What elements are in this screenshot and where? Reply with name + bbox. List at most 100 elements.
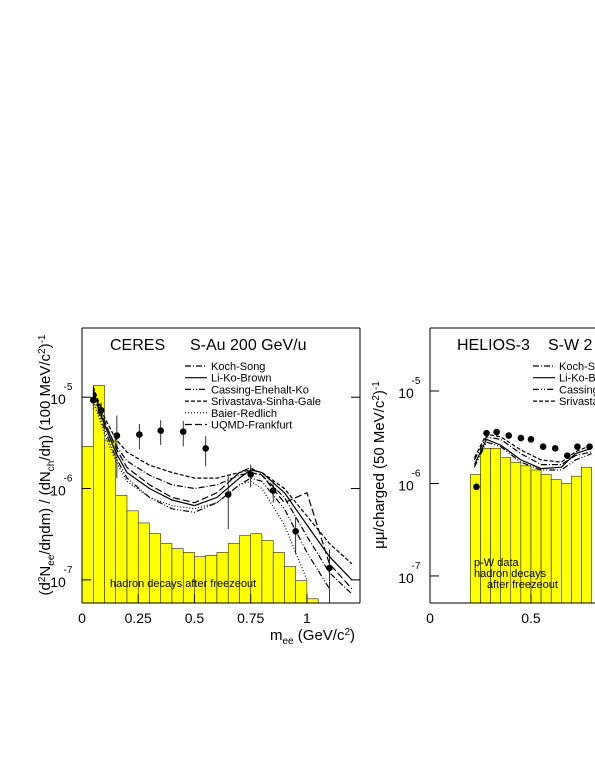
histogram-bar [295, 580, 308, 603]
histogram-bar [561, 483, 572, 603]
label-part: (GeV/c [294, 627, 345, 644]
data-point [202, 445, 210, 452]
label-part: /dη) (100 MeV/c [37, 353, 54, 460]
legend-label: Li-Ko-Brown [211, 373, 272, 385]
label-part: m [270, 627, 283, 644]
data-point [505, 432, 513, 439]
histogram-bar [261, 540, 274, 603]
label-part: ee [283, 636, 295, 647]
y-tick-exponent: -5 [412, 376, 421, 387]
histogram-bar [284, 566, 296, 603]
label-part: ) [371, 390, 388, 395]
label-part: -1 [37, 334, 48, 343]
data-point [224, 491, 232, 498]
panel-title: CERES [110, 337, 165, 354]
label-part: ee [46, 554, 57, 566]
plot-area [82, 385, 333, 603]
model-curve [473, 436, 592, 466]
panel-subtitle: S-W 2 [548, 337, 593, 354]
legend-label: UQMD-Frankfurt [211, 420, 292, 432]
histogram-bar [470, 474, 481, 603]
plot-area [470, 428, 593, 603]
y-tick-label: 10 [50, 483, 66, 499]
model-curve [92, 389, 353, 581]
y-tick-label: 10 [398, 385, 414, 401]
model-curve [473, 433, 592, 463]
histogram-bar [571, 475, 582, 603]
histogram-bar [581, 466, 592, 603]
label-part: μμ/charged (50 MeV/c [371, 400, 388, 549]
histogram-bar [306, 598, 319, 603]
data-point [473, 483, 480, 491]
label-part: ) [37, 343, 54, 348]
model-curve [473, 438, 592, 470]
model-curve [92, 401, 308, 581]
legend-label: Cassing [559, 384, 595, 396]
histogram-bar [149, 533, 161, 603]
x-tick-label: 0.5 [185, 610, 205, 626]
x-tick-label: 0.25 [125, 610, 152, 626]
x-tick-label: 0.75 [237, 610, 264, 626]
model-curve [92, 389, 353, 590]
histogram-bar [137, 522, 150, 603]
annotation: hadron decays [474, 568, 547, 580]
annotation: after freezeout [487, 579, 558, 591]
data-point [574, 443, 581, 450]
y-tick-label: 10 [398, 570, 414, 586]
data-point [136, 431, 143, 438]
legend-label: Li-Ko-B [559, 373, 595, 385]
y-tick-label: 10 [398, 477, 414, 493]
label-part: -1 [371, 381, 382, 390]
panel-title: HELIOS-3 [457, 337, 530, 354]
panel-subtitle: S-Au 200 GeV/u [190, 337, 307, 354]
data-point [292, 528, 299, 535]
annotation: hadron decays after freezeout [110, 578, 256, 590]
legend-label: Koch-Song [211, 361, 265, 373]
x-tick-label: 0.5 [521, 610, 541, 626]
data-point [551, 445, 559, 452]
x-tick-label: 1 [303, 610, 311, 626]
y-tick-exponent: -7 [412, 561, 421, 572]
annotation: p-W data [474, 557, 520, 569]
y-tick-label: 10 [50, 574, 66, 590]
data-point [179, 428, 187, 435]
label-part: ch [46, 461, 57, 472]
label-part: ) [350, 627, 355, 644]
y-tick-exponent: -5 [64, 382, 73, 393]
data-point [564, 452, 571, 459]
data-point [483, 429, 490, 437]
data-point [539, 443, 547, 450]
y-tick-label: 10 [50, 391, 66, 407]
label-part: 2 [37, 348, 48, 354]
histogram-bar [239, 535, 251, 603]
y-axis-label: μμ/charged (50 MeV/c2)-1 [371, 381, 388, 549]
data-point [493, 428, 500, 436]
histogram-bar [171, 548, 184, 603]
y-tick-exponent: -7 [64, 565, 73, 576]
data-point [517, 434, 525, 442]
data-point [527, 436, 535, 443]
y-tick-exponent: -6 [412, 468, 421, 479]
y-tick-exponent: -6 [64, 474, 73, 485]
label-part: /dηdm) / (dN [37, 471, 54, 554]
label-part: N [37, 566, 54, 577]
x-tick-label: 0 [426, 610, 434, 626]
x-axis-label: mee (GeV/c2) [270, 627, 355, 647]
model-curve [473, 441, 592, 471]
histogram-bar [250, 533, 263, 603]
legend-label: Koch-S [559, 361, 595, 373]
legend-label: Baier-Redlich [211, 408, 277, 420]
histogram-bar [227, 543, 240, 603]
histogram-bar [160, 543, 173, 603]
legend-label: Cassing-Ehehalt-Ko [211, 384, 309, 396]
model-curve [92, 386, 353, 565]
y-axis-label: (d2Nee/dηdm) / (dNch/dη) (100 MeV/c2)-1 [37, 334, 57, 595]
label-part: 2 [37, 576, 48, 582]
label-part: 2 [371, 395, 382, 401]
histogram-bar [272, 552, 285, 603]
label-part: (d [37, 582, 54, 595]
x-tick-label: 0 [78, 610, 86, 626]
legend-label: Srivasta [559, 396, 595, 408]
data-point [157, 427, 165, 435]
